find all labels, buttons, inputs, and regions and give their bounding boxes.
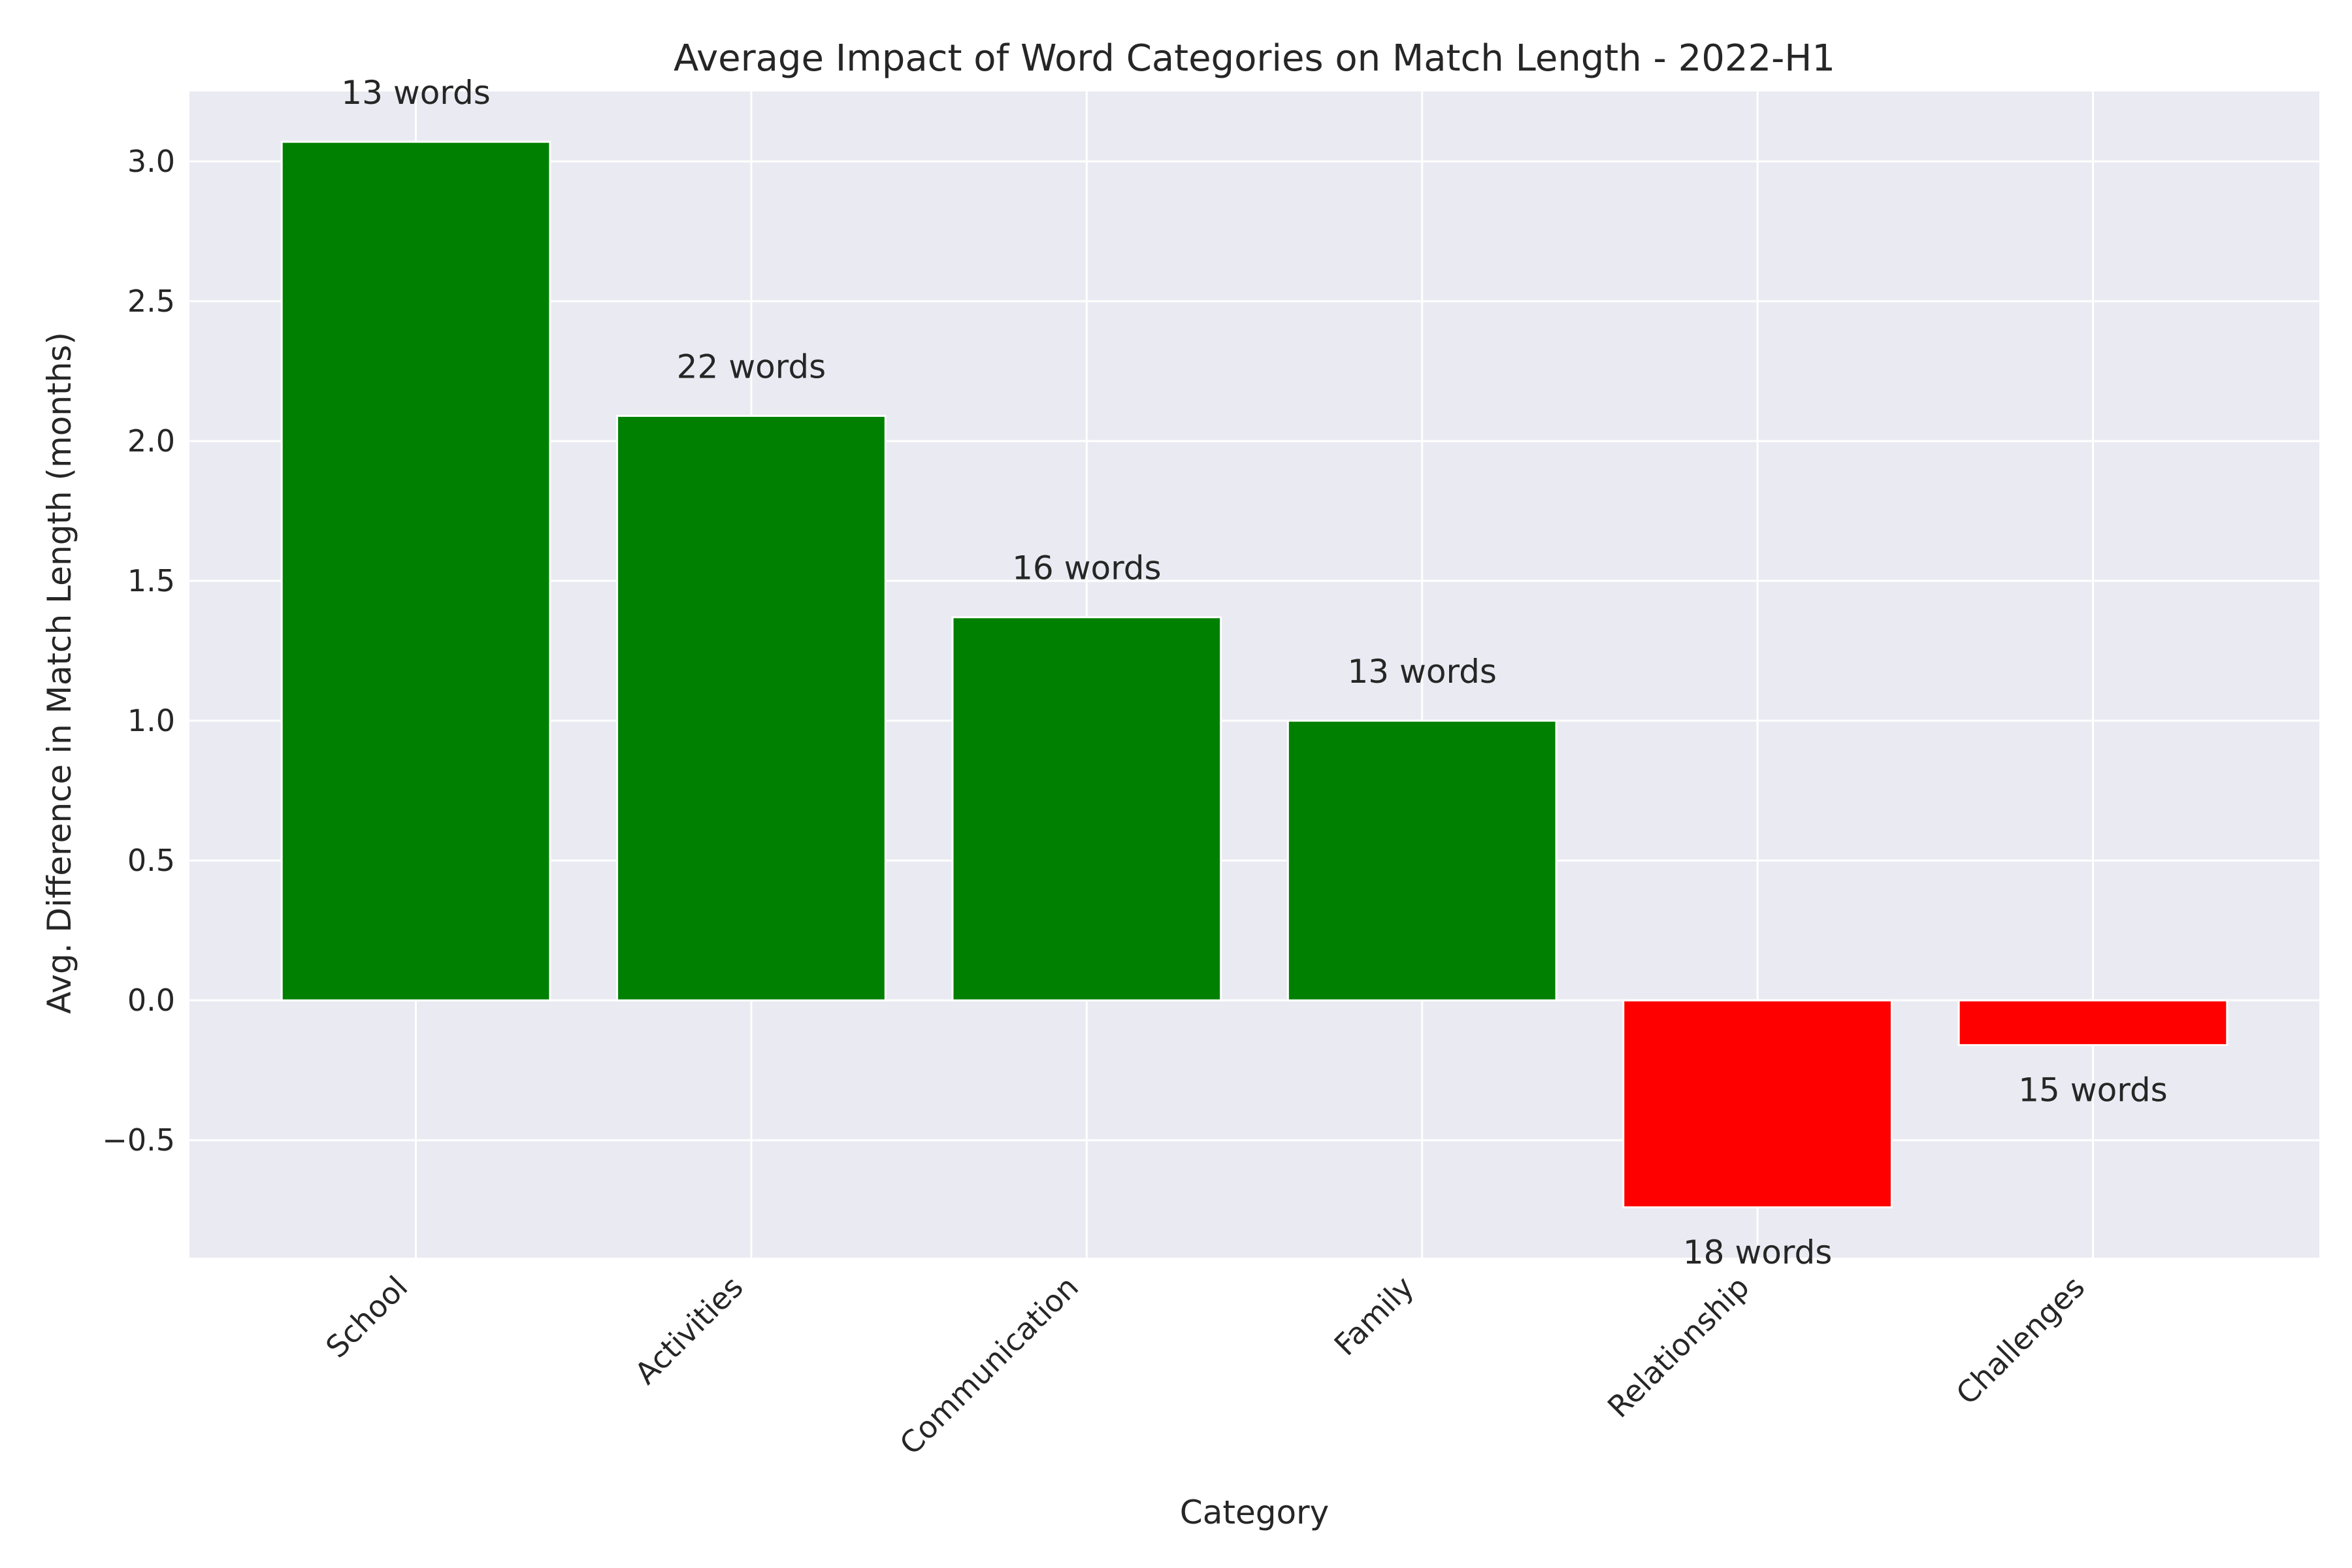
y-tick-label: 0.0 (127, 983, 175, 1018)
bar-activities (616, 415, 887, 1002)
x-tick-label: Communication (893, 1269, 1086, 1462)
y-tick-label: 2.5 (127, 284, 175, 319)
y-tick-label: 1.5 (127, 563, 175, 598)
x-tick-label: Family (1328, 1269, 1421, 1363)
x-tick-label: Activities (628, 1269, 750, 1392)
y-tick-labels: −0.5 0.0 0.5 1.0 1.5 2.0 2.5 3.0 (102, 144, 175, 1158)
bar-value-label: 13 words (341, 74, 490, 112)
y-tick-label: 2.0 (127, 423, 175, 459)
y-tick-label: 1.0 (127, 703, 175, 738)
y-tick-label: −0.5 (102, 1122, 175, 1158)
x-axis-label: Category (1180, 1494, 1329, 1531)
bar-school (280, 140, 551, 1002)
bar-value-label: 13 words (1347, 653, 1496, 691)
x-tick-label: Challenges (1949, 1269, 2091, 1412)
x-tick-labels: School Activities Communication Family Relat… (319, 1269, 2091, 1462)
bar-value-label: 16 words (1012, 549, 1161, 587)
bar-relationship (1622, 999, 1893, 1209)
chart-title: Average Impact of Word Categories on Mat… (674, 37, 1835, 80)
y-tick-label: 0.5 (127, 843, 175, 878)
x-tick-label: Relationship (1601, 1269, 1756, 1425)
y-axis-label: Avg. Difference in Match Length (months) (41, 332, 78, 1014)
bar-family (1286, 719, 1558, 1002)
x-tick-label: School (319, 1269, 414, 1365)
bar-value-label: 15 words (2018, 1071, 2167, 1109)
bar-value-label: 18 words (1683, 1233, 1832, 1271)
bar-value-label: 22 words (677, 348, 826, 386)
bar-challenges (1957, 999, 2229, 1047)
bars (280, 140, 2229, 1209)
bar-labels: 13 words 22 words 16 words 13 words 18 words… (341, 74, 2167, 1271)
bar-communication (951, 616, 1222, 1002)
y-tick-label: 3.0 (127, 144, 175, 179)
